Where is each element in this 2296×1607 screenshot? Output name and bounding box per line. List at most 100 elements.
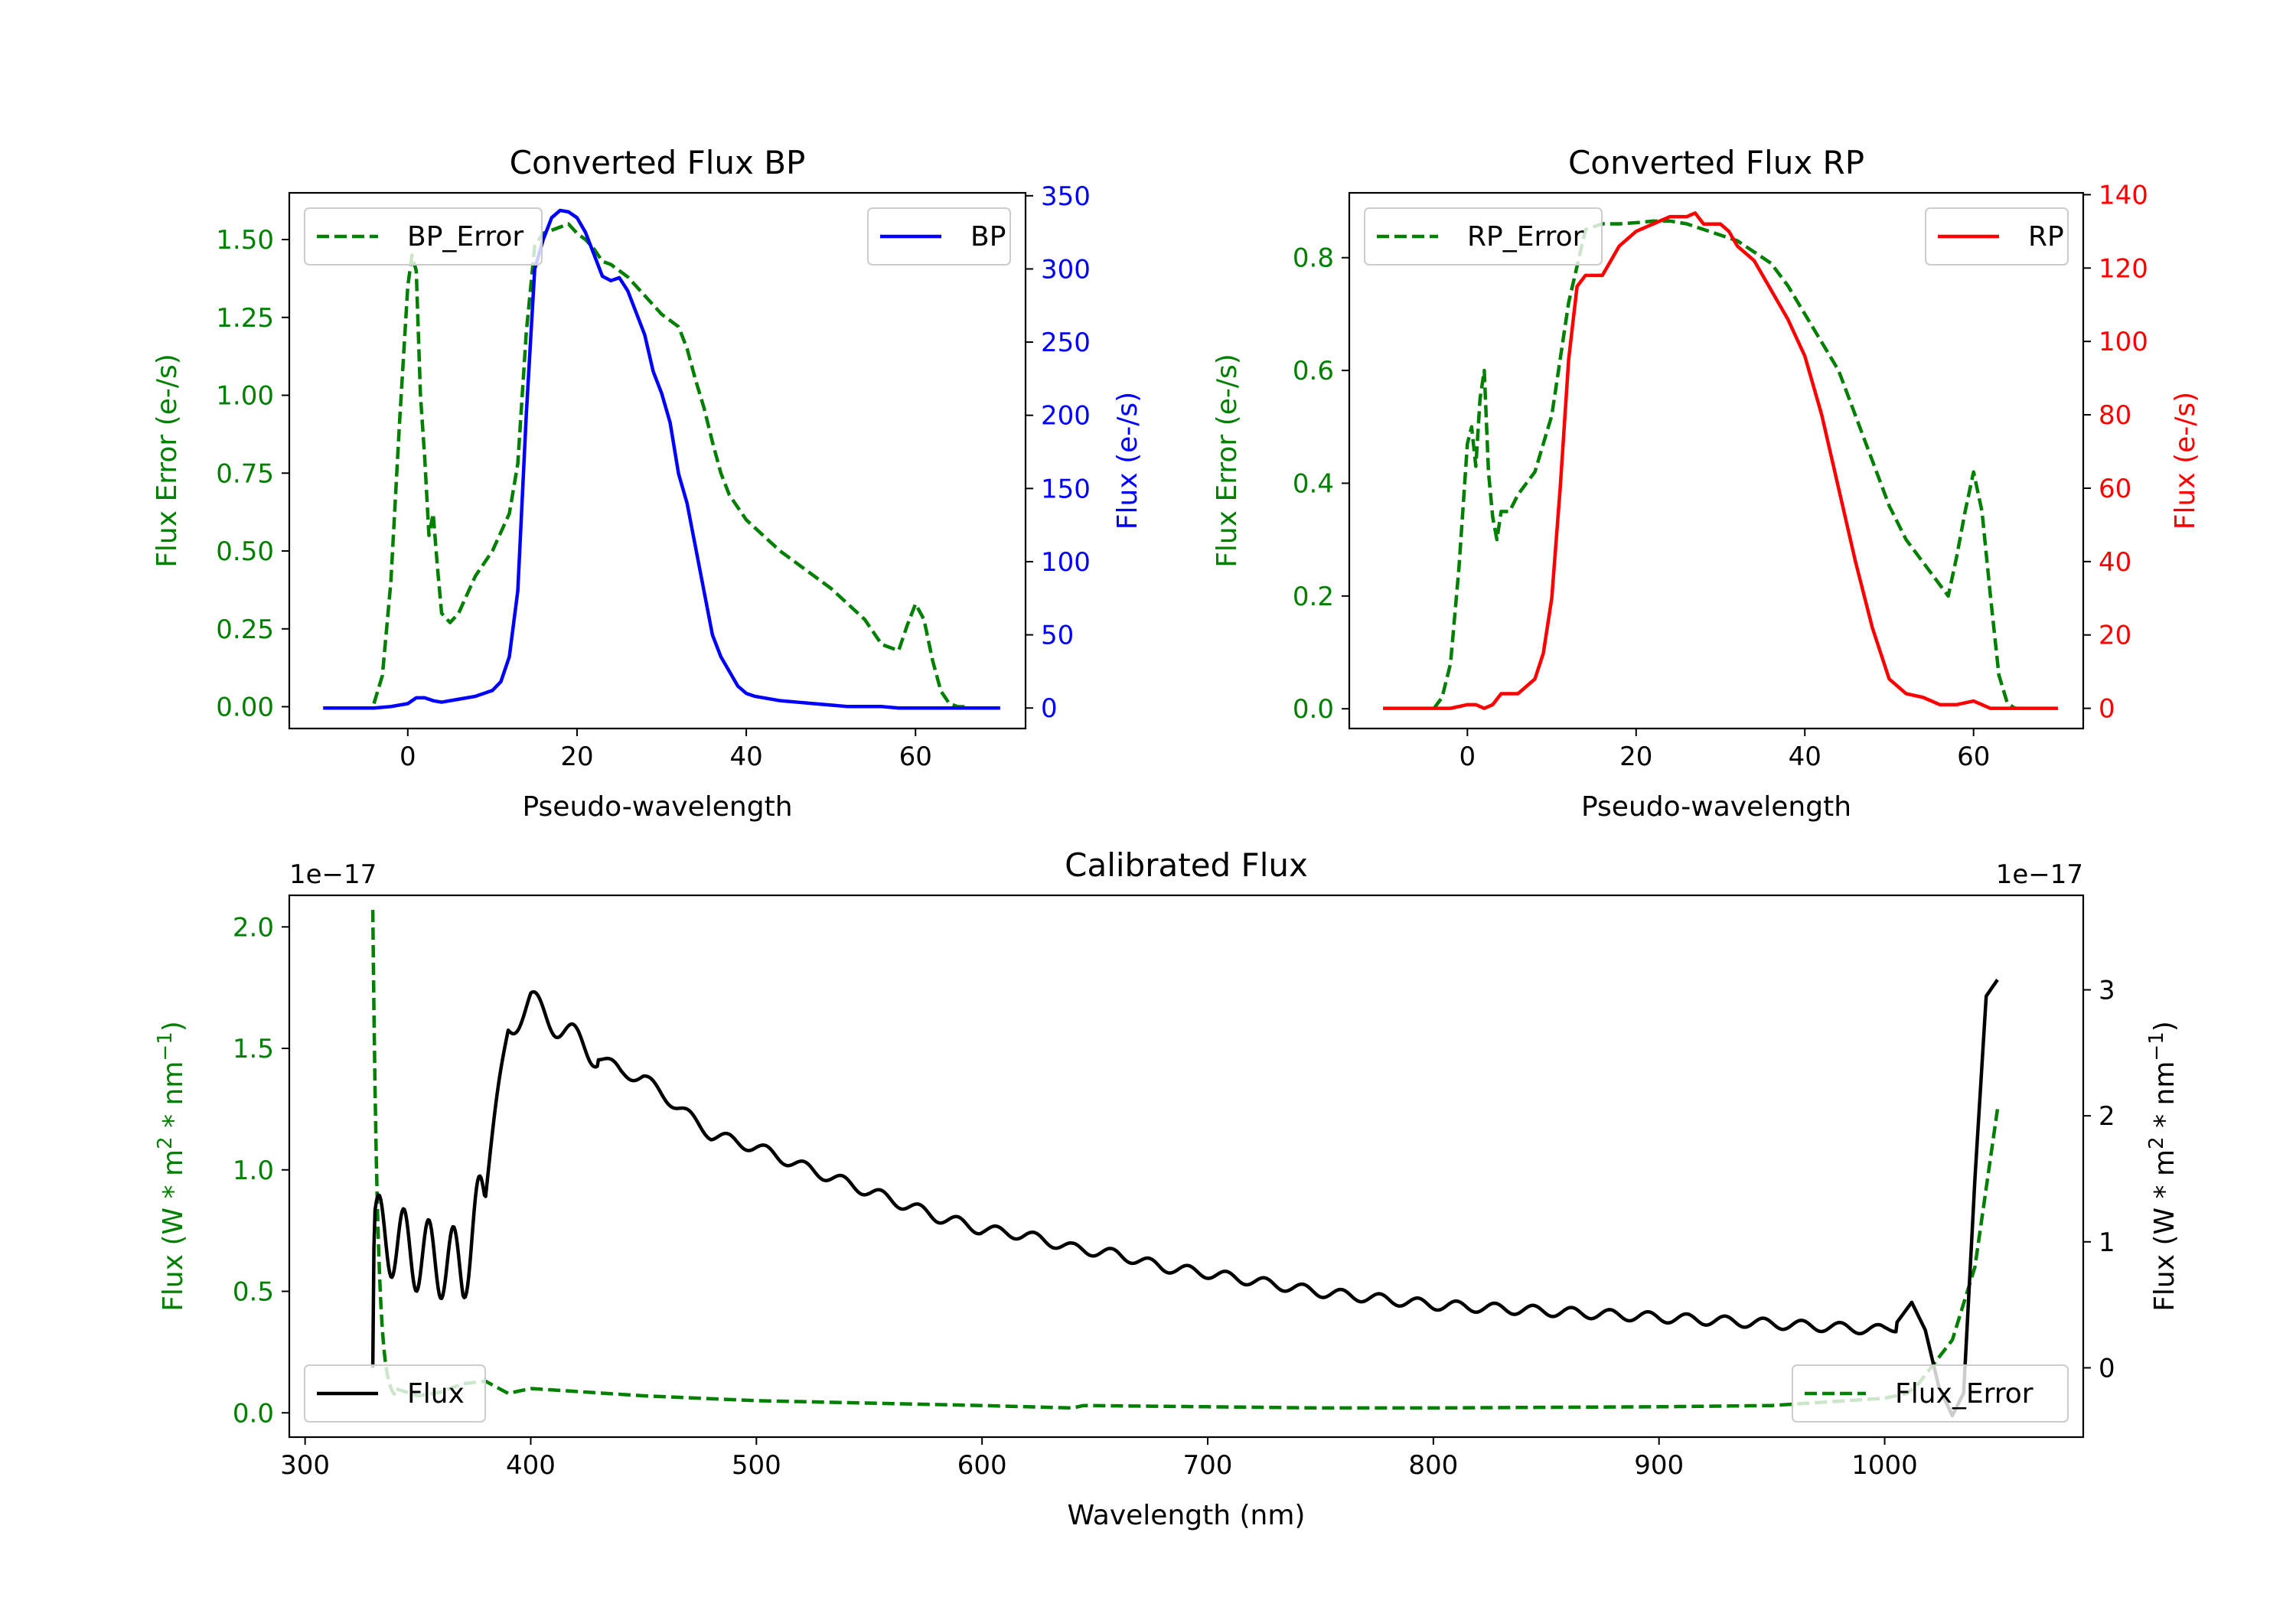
y-right-tick-label: 200 [1041,401,1091,432]
bp-y-right-label: Flux (e-/s) [1112,392,1143,530]
y-left-tick-label: 0.75 [216,458,274,489]
y-left-tick-label: 0.4 [1293,468,1334,499]
rp-legend-error-label: RP_Error [1467,221,1584,253]
offset-text-left: 1e−17 [289,859,377,890]
y-right-tick-label: 50 [1041,621,1074,651]
bp-legend-error-box [304,207,543,266]
bp-title: Converted Flux BP [510,144,806,181]
x-tick-label: 40 [1789,742,1821,772]
calibrated-y-right-label-close: ) [2149,1021,2180,1032]
y-left-tick-label: 1.50 [216,225,274,256]
y-right-tick-label: 3 [2099,975,2115,1006]
y-left-tick-label: 0.6 [1293,356,1334,386]
chart-calibrated: 300 400 500 600 700 800 900 1000 0.0 0.5 1.0 1.5 2.0… [154,846,2180,1531]
x-tick-label: 60 [899,742,932,772]
y-right-tick-label: 80 [2099,400,2131,431]
bp-error-line [372,222,967,709]
chart-rp: 0 20 40 60 0.0 0.2 0.4 0.6 0.8 0 20 40 60 80 100 120 140… [1212,144,2201,823]
rp-error-line [1432,219,2017,711]
y-left-tick-label: 1.25 [216,303,274,334]
y-left-tick-label: 0.00 [216,693,274,723]
y-right-tick-label: 0 [2099,694,2115,725]
axes-frame [288,191,1027,730]
calibrated-y-left-label: Flux (W * m2 * nm−1) [154,1021,189,1312]
x-tick-label: 60 [1957,742,1990,772]
y-left-tick-label: 0.0 [1293,694,1334,725]
x-tick-label: 1000 [1851,1450,1918,1481]
x-tick-label: 600 [957,1450,1007,1481]
calibrated-y-left-label-sup-two: 2 [154,1136,177,1149]
bp-y-left-label: Flux Error (e-/s) [152,354,183,568]
y-left-tick-label: 1.00 [216,381,274,412]
calibrated-legend-error-box [1792,1364,2069,1423]
calibrated-y-right-label-sup-two: 2 [2145,1136,2168,1149]
x-tick-label: 800 [1408,1450,1458,1481]
rp-title: Converted Flux RP [1568,144,1864,181]
x-tick-label: 400 [506,1450,556,1481]
calibrated-y-right-label-sup-minus-one: −1 [2145,1032,2168,1061]
y-left-tick-label: 0.0 [233,1398,274,1429]
chart-bp: 0 20 40 60 0.00 0.25 0.50 0.75 1.00 1.25 1.50 0 50 10… [152,144,1143,823]
x-tick-label: 20 [560,742,593,772]
calibrated-y-right-label-mid: * nm [2149,1061,2180,1137]
y-right-tick-label: 300 [1041,254,1091,285]
calibrated-title: Calibrated Flux [1065,846,1308,884]
y-right-tick-label: 140 [2099,180,2148,210]
y-left-tick-label: 1.5 [233,1034,274,1064]
x-tick-label: 900 [1634,1450,1684,1481]
y-left-tick-label: 0.25 [216,614,274,645]
y-right-tick-label: 250 [1041,328,1091,358]
bp-flux-line [323,208,1000,710]
calibrated-legend-flux-label: Flux [407,1378,465,1410]
y-right-tick-label: 40 [2099,547,2131,578]
offset-text-right: 1e−17 [1996,859,2083,890]
x-tick-label: 700 [1183,1450,1233,1481]
x-tick-label: 300 [280,1450,330,1481]
bp-x-label: Pseudo-wavelength [522,791,792,823]
calibrated-flux-line [370,979,1999,1418]
y-right-tick-label: 0 [2099,1353,2115,1384]
calibrated-x-label: Wavelength (nm) [1068,1500,1306,1531]
x-tick-label: 500 [732,1450,781,1481]
calibrated-y-right-label: Flux (W * m2 * nm−1) [2145,1021,2180,1312]
rp-y-right-label: Flux (e-/s) [2170,392,2201,530]
rp-y-left-label: Flux Error (e-/s) [1212,354,1243,568]
y-left-tick-label: 0.50 [216,536,274,567]
y-right-tick-label: 350 [1041,181,1091,212]
calibrated-y-left-label-mid: * nm [158,1061,189,1137]
x-tick-label: 0 [1459,742,1476,772]
x-tick-label: 0 [400,742,416,772]
y-left-tick-label: 1.0 [233,1156,274,1186]
x-tick-label: 20 [1619,742,1652,772]
y-left-tick-label: 0.5 [233,1277,274,1308]
y-left-tick-label: 0.2 [1293,582,1334,612]
y-right-tick-label: 100 [2099,327,2148,357]
y-right-tick-label: 100 [1041,547,1091,578]
calibrated-y-left-label-sup-minus-one: −1 [154,1032,177,1061]
bp-legend-error-label: BP_Error [407,221,523,253]
y-right-tick-label: 120 [2099,253,2148,284]
bp-legend-flux-label: BP [970,221,1006,253]
rp-flux-line [1383,211,2058,710]
y-left-tick-label: 0.8 [1293,243,1334,274]
calibrated-y-right-label-main: Flux (W * m [2149,1149,2180,1312]
y-right-tick-label: 60 [2099,474,2131,504]
rp-legend-flux-label: RP [2028,221,2064,253]
axes-frame [1348,191,2085,730]
y-right-tick-label: 0 [1041,693,1058,724]
y-right-tick-label: 1 [2099,1227,2115,1258]
rp-x-label: Pseudo-wavelength [1581,791,1851,823]
calibrated-y-left-label-main: Flux (W * m [158,1149,189,1312]
calibrated-legend-error-label: Flux_Error [1895,1378,2033,1410]
y-right-tick-label: 20 [2099,621,2131,651]
axes-frame [288,894,2085,1439]
y-left-tick-label: 2.0 [233,912,274,943]
calibrated-legend-flux-box [304,1364,486,1423]
calibrated-y-left-label-close: ) [158,1021,189,1032]
x-tick-label: 40 [729,742,762,772]
y-right-tick-label: 150 [1041,474,1091,504]
calibrated-error-line [370,910,2000,1410]
rp-legend-error-box [1364,207,1603,266]
y-right-tick-label: 2 [2099,1101,2115,1132]
